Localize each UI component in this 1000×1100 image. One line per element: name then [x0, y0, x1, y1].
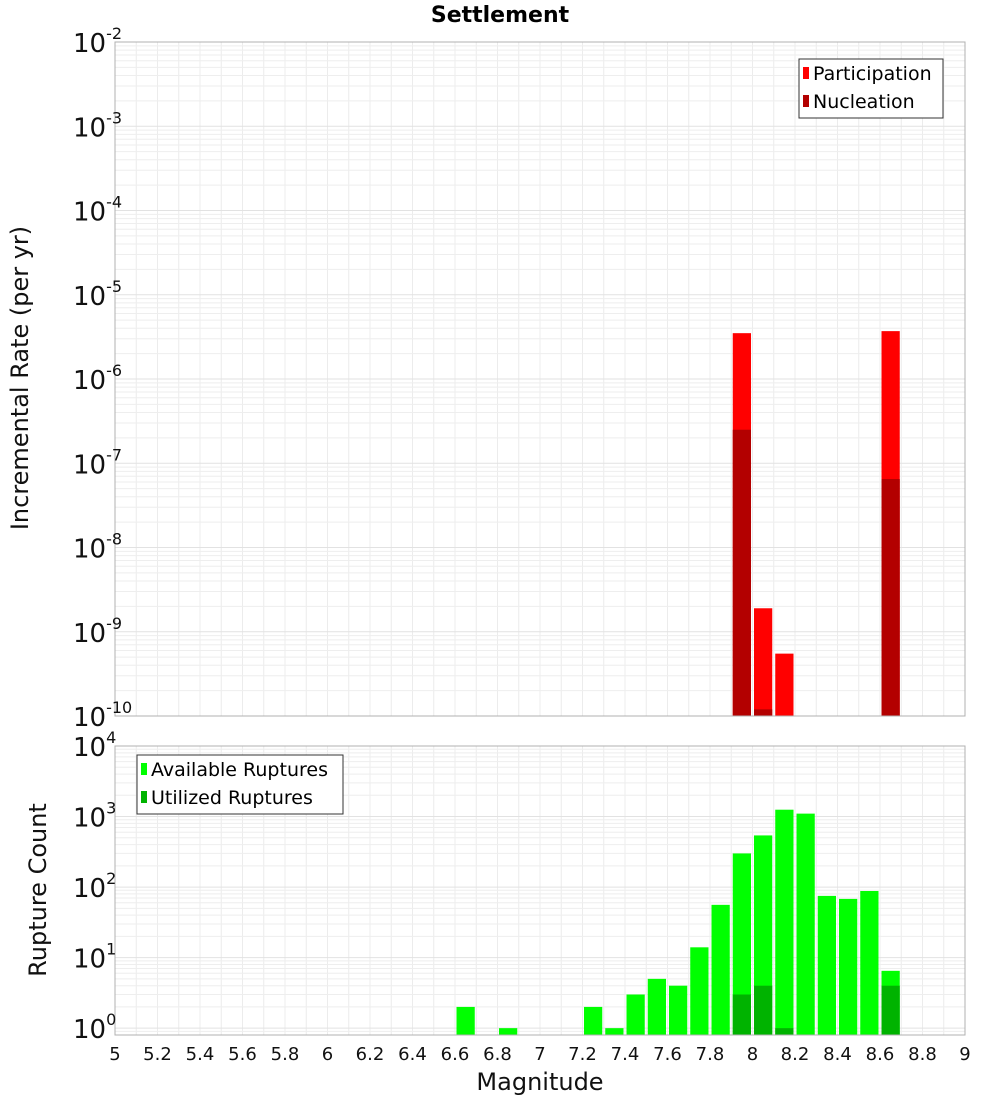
- count-bar: [456, 1006, 475, 1035]
- count-legend: Available Ruptures Utilized Ruptures: [136, 754, 344, 815]
- count-bar: [860, 890, 879, 1035]
- count-plot-frame: [114, 745, 966, 1036]
- count-bar: [775, 809, 794, 1035]
- count-x-tick-label: 6.8: [483, 1044, 512, 1065]
- count-legend-swatch: [141, 763, 147, 775]
- count-x-tick-label: 8.2: [781, 1044, 810, 1065]
- count-x-tick-label: 8.8: [908, 1044, 937, 1065]
- rupture-count-plot: 100 101 102 103 104 5 5.2 5.4 5.6 5.8 6 6.2 6.4 6.6 6.…: [73, 728, 971, 1065]
- count-bar: [775, 1028, 794, 1035]
- count-x-tick-label: 6.6: [441, 1044, 470, 1065]
- count-bar: [881, 985, 900, 1035]
- rate-legend-swatch: [803, 67, 809, 79]
- rate-legend-label: Participation: [813, 63, 932, 85]
- count-bar: [584, 1006, 603, 1035]
- rate-y-tick-label: 10-9: [73, 614, 122, 649]
- count-bar: [605, 1028, 624, 1035]
- count-x-tick-label: 8.6: [866, 1044, 895, 1065]
- rate-legend-swatch: [803, 95, 809, 107]
- rate-legend-box: [798, 58, 944, 119]
- count-y-tick-label: 102: [73, 869, 116, 904]
- count-bar: [626, 994, 645, 1035]
- count-legend-label: Utilized Ruptures: [151, 787, 313, 809]
- rupture-count-y-axis-label: Rupture Count: [24, 803, 52, 977]
- count-x-tick-label: 7.8: [696, 1044, 725, 1065]
- chart-title: Settlement: [431, 3, 570, 28]
- count-x-tick-label: 7: [534, 1044, 545, 1065]
- count-x-tick-label: 5.8: [271, 1044, 300, 1065]
- count-legend-label: Available Ruptures: [151, 759, 328, 781]
- count-x-tick-label: 6.2: [356, 1044, 385, 1065]
- rate-legend: Participation Nucleation: [798, 58, 944, 119]
- count-bar: [796, 813, 815, 1035]
- rate-bar: [881, 479, 900, 716]
- count-y-tick-label: 100: [73, 1010, 116, 1045]
- count-x-tick-label: 5.2: [143, 1044, 172, 1065]
- count-x-tick-label: 8.4: [823, 1044, 852, 1065]
- rate-y-tick-label: 10-8: [73, 530, 122, 565]
- rate-y-axis-label: Incremental Rate (per yr): [6, 226, 34, 530]
- count-x-tick-label: 7.4: [611, 1044, 640, 1065]
- rate-y-tick-label: 10-3: [73, 108, 122, 143]
- count-x-tick-label: 6: [322, 1044, 333, 1065]
- count-bar: [732, 994, 751, 1035]
- count-bar: [754, 835, 773, 1035]
- count-y-tick-label: 101: [73, 940, 116, 975]
- count-bar: [499, 1028, 518, 1035]
- rate-bar: [754, 608, 773, 716]
- count-x-tick-label: 9: [959, 1044, 970, 1065]
- count-x-tick-label: 7.6: [653, 1044, 682, 1065]
- count-bar: [732, 853, 751, 1035]
- rate-bar: [732, 429, 751, 716]
- count-y-tick-label: 104: [73, 728, 116, 763]
- count-y-tick-label: 103: [73, 799, 116, 834]
- magnitude-x-axis-label: Magnitude: [476, 1068, 603, 1096]
- count-x-tick-label: 7.2: [568, 1044, 597, 1065]
- count-x-tick-label: 5.4: [186, 1044, 215, 1065]
- count-x-tick-label: 8: [747, 1044, 758, 1065]
- count-x-tick-label: 6.4: [398, 1044, 427, 1065]
- count-series-0: [456, 809, 900, 1035]
- rate-y-ticks: 10-10 10-9 10-8 10-7 10-6 10-5 10-4 10-3 10-2: [73, 24, 132, 733]
- rate-y-tick-label: 10-5: [73, 277, 122, 312]
- count-bar: [839, 898, 858, 1035]
- count-x-tick-label: 5.6: [228, 1044, 257, 1065]
- count-series-1: [732, 985, 900, 1035]
- count-x-ticks: 5 5.2 5.4 5.6 5.8 6 6.2 6.4 6.6 6.8 7 7.2 7.4 7.6 7.8 8…: [109, 1044, 970, 1065]
- rate-plot-frame: [114, 41, 966, 717]
- count-legend-swatch: [141, 791, 147, 803]
- count-x-tick-label: 5: [109, 1044, 120, 1065]
- rate-series-1: [732, 429, 900, 716]
- rate-legend-label: Nucleation: [813, 91, 915, 113]
- count-bar: [711, 904, 730, 1035]
- rate-y-tick-label: 10-2: [73, 24, 122, 59]
- count-bar: [669, 985, 688, 1035]
- rate-bar: [754, 709, 773, 716]
- rate-y-tick-label: 10-7: [73, 445, 122, 480]
- rate-grid: [114, 41, 966, 717]
- count-y-ticks: 100 101 102 103 104: [73, 728, 116, 1045]
- rate-plot: 10-10 10-9 10-8 10-7 10-6 10-5 10-4 10-3 10-2 Par…: [73, 24, 966, 733]
- rate-y-tick-label: 10-10: [73, 698, 132, 733]
- count-legend-box: [136, 754, 344, 815]
- count-bar: [817, 895, 836, 1035]
- count-bar: [754, 985, 773, 1035]
- rate-bar: [775, 653, 794, 716]
- count-bar: [690, 947, 709, 1035]
- rate-y-tick-label: 10-4: [73, 193, 122, 228]
- count-bar: [647, 978, 666, 1035]
- rate-y-tick-label: 10-6: [73, 361, 122, 396]
